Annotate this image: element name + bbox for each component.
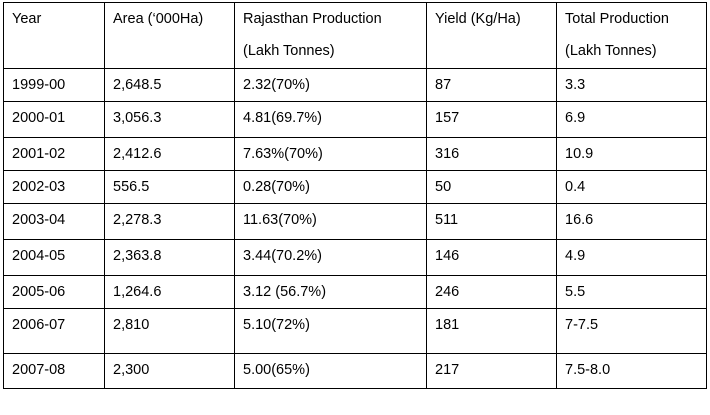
header-total-line2: (Lakh Tonnes) bbox=[565, 43, 657, 59]
production-table: Year Area (‘000Ha) Rajasthan Production … bbox=[3, 2, 707, 389]
header-rajasthan-production: Rajasthan Production (Lakh Tonnes) bbox=[234, 2, 427, 69]
cell-rajasthan: 4.81(69.7%) bbox=[234, 101, 427, 138]
header-rajasthan-line2: (Lakh Tonnes) bbox=[243, 43, 335, 59]
cell-year: 2004-05 bbox=[3, 239, 105, 276]
cell-yield: 246 bbox=[426, 275, 557, 309]
cell-rajasthan: 7.63%(70%) bbox=[234, 137, 427, 171]
table-row: 1999-00 2,648.5 2.32(70%) 87 3.3 bbox=[3, 68, 707, 102]
cell-year: 2007-08 bbox=[3, 353, 105, 389]
cell-yield: 87 bbox=[426, 68, 557, 102]
header-year: Year bbox=[3, 2, 105, 69]
cell-rajasthan: 11.63(70%) bbox=[234, 203, 427, 240]
cell-year: 2006-07 bbox=[3, 308, 105, 354]
table-row: 2001-02 2,412.6 7.63%(70%) 316 10.9 bbox=[3, 137, 707, 171]
cell-area: 2,648.5 bbox=[104, 68, 235, 102]
cell-area: 2,278.3 bbox=[104, 203, 235, 240]
header-total-line1: Total Production bbox=[565, 11, 669, 27]
cell-total: 7.5-8.0 bbox=[556, 353, 707, 389]
cell-area: 556.5 bbox=[104, 170, 235, 204]
cell-total: 4.9 bbox=[556, 239, 707, 276]
cell-rajasthan: 2.32(70%) bbox=[234, 68, 427, 102]
table-row: 2003-04 2,278.3 11.63(70%) 511 16.6 bbox=[3, 203, 707, 240]
cell-total: 16.6 bbox=[556, 203, 707, 240]
cell-area: 3,056.3 bbox=[104, 101, 235, 138]
cell-rajasthan: 5.10(72%) bbox=[234, 308, 427, 354]
cell-area: 2,412.6 bbox=[104, 137, 235, 171]
cell-rajasthan: 5.00(65%) bbox=[234, 353, 427, 389]
cell-yield: 181 bbox=[426, 308, 557, 354]
cell-yield: 157 bbox=[426, 101, 557, 138]
table-row: 2007-08 2,300 5.00(65%) 217 7.5-8.0 bbox=[3, 353, 707, 389]
cell-rajasthan: 0.28(70%) bbox=[234, 170, 427, 204]
cell-total: 7-7.5 bbox=[556, 308, 707, 354]
cell-total: 3.3 bbox=[556, 68, 707, 102]
cell-year: 2005-06 bbox=[3, 275, 105, 309]
table-row: 2002-03 556.5 0.28(70%) 50 0.4 bbox=[3, 170, 707, 204]
cell-area: 1,264.6 bbox=[104, 275, 235, 309]
cell-rajasthan: 3.12 (56.7%) bbox=[234, 275, 427, 309]
cell-yield: 511 bbox=[426, 203, 557, 240]
cell-rajasthan: 3.44(70.2%) bbox=[234, 239, 427, 276]
table-row: 2004-05 2,363.8 3.44(70.2%) 146 4.9 bbox=[3, 239, 707, 276]
cell-total: 0.4 bbox=[556, 170, 707, 204]
cell-year: 1999-00 bbox=[3, 68, 105, 102]
header-total-production: Total Production (Lakh Tonnes) bbox=[556, 2, 707, 69]
cell-year: 2002-03 bbox=[3, 170, 105, 204]
header-area: Area (‘000Ha) bbox=[104, 2, 235, 69]
cell-year: 2001-02 bbox=[3, 137, 105, 171]
cell-yield: 217 bbox=[426, 353, 557, 389]
table-row: 2000-01 3,056.3 4.81(69.7%) 157 6.9 bbox=[3, 101, 707, 138]
cell-year: 2003-04 bbox=[3, 203, 105, 240]
table-header-row: Year Area (‘000Ha) Rajasthan Production … bbox=[3, 2, 707, 69]
cell-total: 5.5 bbox=[556, 275, 707, 309]
cell-area: 2,300 bbox=[104, 353, 235, 389]
header-yield: Yield (Kg/Ha) bbox=[426, 2, 557, 69]
cell-yield: 146 bbox=[426, 239, 557, 276]
table-row: 2006-07 2,810 5.10(72%) 181 7-7.5 bbox=[3, 308, 707, 354]
cell-yield: 316 bbox=[426, 137, 557, 171]
cell-year: 2000-01 bbox=[3, 101, 105, 138]
cell-area: 2,810 bbox=[104, 308, 235, 354]
cell-total: 10.9 bbox=[556, 137, 707, 171]
header-rajasthan-line1: Rajasthan Production bbox=[243, 11, 382, 27]
cell-area: 2,363.8 bbox=[104, 239, 235, 276]
cell-yield: 50 bbox=[426, 170, 557, 204]
table-row: 2005-06 1,264.6 3.12 (56.7%) 246 5.5 bbox=[3, 275, 707, 309]
cell-total: 6.9 bbox=[556, 101, 707, 138]
